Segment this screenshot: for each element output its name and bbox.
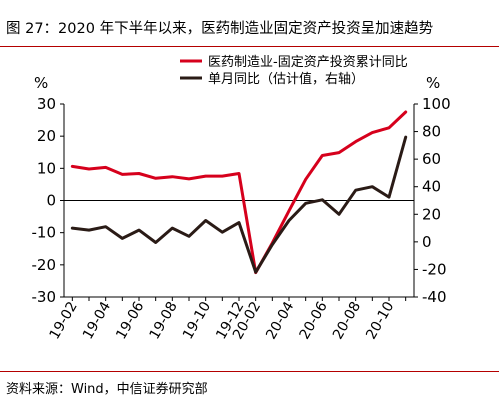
y-left-tick-label: 30 [37,95,56,113]
chart-series [70,110,408,275]
x-tick-label: 19-04 [80,299,114,342]
chart-axes: -30 -20 -10 0 10 20 30 -40 -20 0 20 40 60 80 100% % 19-0… [32,74,451,342]
figure-title: 图 27：2020 年下半年以来，医药制造业固定资产投资呈加速趋势 [6,21,434,37]
y-left-tick-label: 10 [37,159,56,177]
y-right-tick-label: 80 [422,123,441,141]
y-right-tick-label: 40 [422,178,441,196]
title-rule [0,46,499,47]
y-right-tick-label: 0 [422,233,432,251]
x-tick-label: 19-08 [147,299,181,342]
y-right-tick-label: -40 [422,288,447,306]
y-left-tick-label: -30 [32,288,57,306]
y-right-tick-label: -20 [422,260,447,278]
source-note: 资料来源：Wind，中信证券研究部 [6,382,208,397]
x-tick-label: 20-04 [263,299,297,342]
legend-label-1: 医药制造业-固定资产投资累计同比 [208,54,408,70]
y-left-tick-label: 20 [37,127,56,145]
y-right-tick-label: 60 [422,150,441,168]
y-left-tick-label: -10 [32,224,57,242]
x-tick-label: 20-10 [363,299,397,342]
series-line-2 [70,135,408,274]
x-tick-label: 19-06 [113,299,147,342]
y-right-tick-label: 100 [422,95,451,113]
y-right-tick-label: 20 [422,205,441,223]
y-left-tick-label: 0 [46,192,56,210]
x-tick-label: 20-08 [330,299,364,342]
series-line-1 [70,110,408,275]
source-rule [0,371,499,372]
y-left-tick-label: -20 [32,256,57,274]
y-left-unit: % [34,74,48,92]
y-right-unit: % [426,74,440,92]
legend-label-2: 单月同比（估计值，右轴） [208,71,364,87]
x-tick-label: 19-10 [180,299,214,342]
x-tick-label: 20-06 [297,299,331,342]
